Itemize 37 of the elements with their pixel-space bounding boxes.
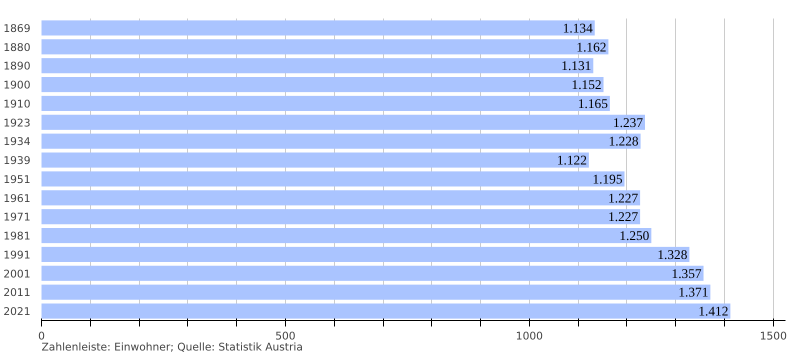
y-tick-label: 1890 — [3, 60, 31, 73]
data-label: 1.227 — [608, 190, 638, 206]
x-tick-label: 0 — [38, 330, 46, 342]
data-label: 1.134 — [562, 20, 594, 36]
data-label: 1.227 — [608, 209, 638, 224]
y-tick-label: 1991 — [3, 248, 31, 262]
y-tick-label: 1961 — [3, 192, 31, 205]
data-label: 1.152 — [572, 77, 602, 92]
x-tick-label: 1000 — [516, 330, 544, 342]
text: Zahlenleiste: Einwohner; Quelle: Statistik Austria — [42, 340, 303, 354]
y-tick-label: 2021 — [3, 305, 31, 318]
y-tick-label: 1900 — [3, 78, 31, 92]
data-label: 1.357 — [672, 266, 702, 281]
data-label: 1.162 — [576, 39, 606, 54]
y-tick-label: 2001 — [3, 267, 31, 280]
data-label: 1.228 — [608, 134, 639, 149]
y-tick-label: 1910 — [3, 97, 31, 110]
y-tick-label: 2011 — [3, 286, 31, 300]
y-tick-label: 1981 — [3, 230, 31, 243]
y-tick-label: 1971 — [3, 210, 31, 224]
data-label: 1.250 — [619, 228, 650, 244]
y-tick-label: 1951 — [3, 172, 31, 186]
y-tick-label: 1939 — [3, 154, 31, 168]
y-tick-label: 1934 — [3, 135, 31, 148]
y-tick-label: 1869 — [3, 22, 31, 35]
data-label: 1.165 — [578, 96, 608, 111]
data-label: 1.412 — [698, 304, 728, 319]
x-tick-label: 500 — [275, 330, 296, 342]
y-tick-label: 1923 — [3, 116, 31, 130]
data-label: 1.131 — [561, 58, 592, 74]
data-label: 1.328 — [657, 246, 688, 262]
data-label: 1.122 — [556, 152, 587, 168]
data-label: 1.237 — [613, 114, 644, 130]
data-label: 1.371 — [678, 284, 708, 300]
x-tick-label: 1500 — [760, 330, 788, 342]
y-tick-label: 1880 — [3, 40, 31, 54]
data-label: 1.195 — [592, 171, 623, 186]
